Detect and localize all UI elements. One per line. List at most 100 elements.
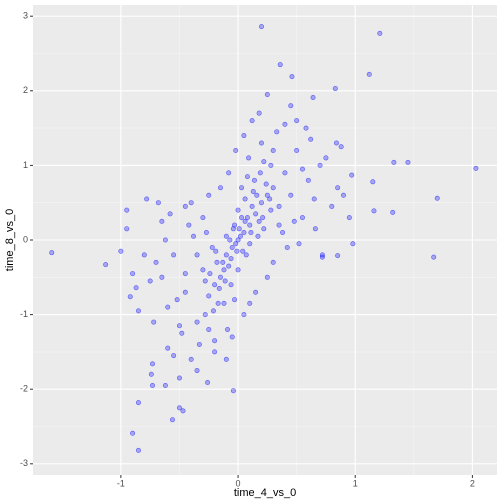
y-axis-title: time_8_vs_0 — [4, 209, 16, 271]
point — [206, 327, 212, 333]
point — [280, 230, 286, 236]
point — [390, 209, 396, 215]
point — [233, 147, 239, 153]
point — [237, 233, 243, 239]
point — [246, 155, 252, 161]
point — [217, 185, 223, 191]
point — [207, 271, 213, 277]
point — [196, 341, 202, 347]
point — [217, 274, 223, 280]
point — [150, 382, 156, 388]
point — [249, 203, 255, 209]
point — [299, 166, 305, 172]
point — [159, 218, 165, 224]
point — [242, 196, 248, 202]
point — [223, 356, 229, 362]
point — [288, 192, 294, 198]
point — [151, 319, 157, 325]
point — [159, 274, 165, 280]
point — [233, 241, 239, 247]
point — [221, 267, 227, 273]
point — [229, 244, 235, 250]
point — [255, 233, 261, 239]
point — [229, 334, 235, 340]
point — [250, 189, 256, 195]
point — [223, 233, 229, 239]
point — [182, 203, 188, 209]
point — [276, 203, 282, 209]
point — [223, 252, 229, 258]
point — [216, 285, 222, 291]
point — [235, 237, 241, 243]
y-tick-label: 3 — [23, 11, 28, 21]
point — [241, 133, 247, 139]
point — [176, 375, 182, 381]
point — [209, 244, 215, 250]
point — [202, 312, 208, 318]
point — [244, 174, 250, 180]
point — [235, 207, 241, 213]
point — [258, 24, 264, 30]
point — [261, 226, 267, 232]
point — [310, 95, 316, 101]
point — [228, 256, 234, 262]
point — [473, 165, 479, 171]
point — [171, 353, 177, 359]
point — [332, 86, 338, 92]
point — [296, 241, 302, 247]
point — [257, 170, 263, 176]
point — [127, 294, 133, 300]
y-tick-label: -1 — [20, 309, 28, 319]
point — [212, 338, 218, 344]
point — [256, 218, 262, 224]
point — [144, 196, 150, 202]
point — [228, 282, 234, 288]
point — [263, 181, 269, 187]
point — [335, 185, 341, 191]
point — [194, 252, 200, 258]
point — [235, 267, 241, 273]
point — [176, 405, 182, 411]
point — [230, 388, 236, 394]
point — [294, 118, 300, 124]
point — [188, 200, 194, 206]
point — [150, 361, 156, 367]
point — [311, 196, 317, 202]
point — [291, 218, 297, 224]
point — [294, 147, 300, 153]
point — [162, 382, 168, 388]
point — [305, 177, 311, 183]
point — [349, 172, 355, 178]
point — [130, 271, 136, 277]
point — [317, 162, 323, 168]
point — [215, 300, 221, 306]
point — [282, 170, 288, 176]
point — [268, 162, 274, 168]
point — [247, 300, 253, 306]
point — [135, 308, 141, 314]
point — [124, 207, 130, 213]
point — [232, 222, 238, 228]
point — [49, 250, 55, 256]
point — [135, 447, 141, 453]
point — [333, 140, 339, 146]
point — [165, 304, 171, 310]
point — [277, 62, 283, 68]
point — [141, 252, 147, 258]
x-tick-label: -1 — [117, 478, 125, 488]
point — [225, 327, 231, 333]
point — [203, 230, 209, 236]
y-tick-label: 1 — [23, 160, 28, 170]
point — [118, 248, 124, 254]
point — [371, 208, 377, 214]
point — [214, 259, 220, 265]
point — [282, 121, 288, 127]
point — [135, 400, 141, 406]
point — [153, 259, 159, 265]
point — [180, 408, 186, 414]
point — [267, 196, 273, 202]
point — [130, 430, 136, 436]
point — [232, 297, 238, 303]
point — [366, 71, 372, 77]
x-tick-label: 2 — [470, 478, 475, 488]
